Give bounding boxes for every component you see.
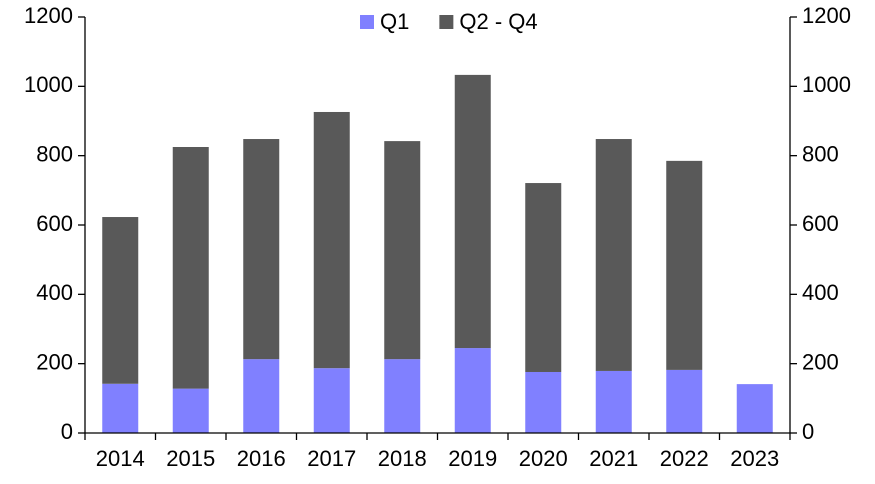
y2-tick-label: 600 <box>802 211 839 236</box>
bar-segment <box>384 359 421 433</box>
bar-segment <box>102 383 139 433</box>
bar-segment <box>525 183 562 372</box>
x-tick-label: 2022 <box>660 446 709 471</box>
bar-segment <box>454 74 491 349</box>
y-tick-label: 200 <box>36 349 73 374</box>
y-tick-label: 1000 <box>24 72 73 97</box>
legend-label: Q2 - Q4 <box>459 9 537 34</box>
y2-tick-label: 1000 <box>802 72 851 97</box>
y-tick-label: 1200 <box>24 3 73 28</box>
bar-segment <box>736 384 773 433</box>
bar-segment <box>666 369 703 433</box>
legend-swatch <box>439 15 454 29</box>
bar-segment <box>384 141 421 360</box>
x-tick-label: 2019 <box>448 446 497 471</box>
bar-segment <box>666 160 703 370</box>
x-tick-label: 2018 <box>378 446 427 471</box>
y-tick-label: 0 <box>61 419 73 444</box>
bar-segment <box>313 111 350 369</box>
bar-segment <box>243 139 280 360</box>
y2-tick-label: 400 <box>802 280 839 305</box>
legend-swatch <box>360 15 374 29</box>
bar-segment <box>243 359 280 433</box>
y-tick-label: 600 <box>36 211 73 236</box>
bar-segment <box>172 147 209 389</box>
y2-tick-label: 800 <box>802 141 839 166</box>
y2-tick-label: 200 <box>802 349 839 374</box>
bar-segment <box>172 388 209 433</box>
y-tick-label: 800 <box>36 141 73 166</box>
bar-segment <box>454 348 491 433</box>
x-tick-label: 2023 <box>730 446 779 471</box>
bar-segment <box>525 371 562 433</box>
y2-tick-label: 0 <box>802 419 814 444</box>
x-tick-label: 2020 <box>519 446 568 471</box>
bar-segment <box>595 370 632 433</box>
y-tick-label: 400 <box>36 280 73 305</box>
bar-segment <box>595 139 632 371</box>
bar-segment <box>102 217 139 384</box>
x-tick-label: 2014 <box>96 446 145 471</box>
x-tick-label: 2016 <box>237 446 286 471</box>
legend-label: Q1 <box>380 9 409 34</box>
x-tick-label: 2017 <box>307 446 356 471</box>
x-tick-label: 2015 <box>166 446 215 471</box>
bar-segment <box>313 368 350 433</box>
x-tick-label: 2021 <box>589 446 638 471</box>
y2-tick-label: 1200 <box>802 3 851 28</box>
